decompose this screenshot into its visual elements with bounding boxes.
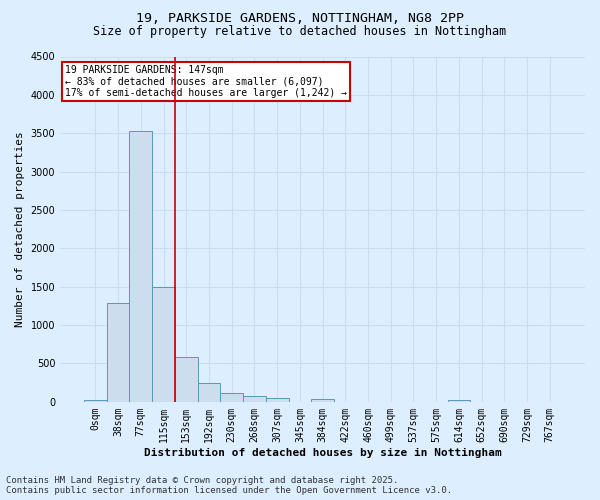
Bar [175, 356, 197, 402]
Bar [152, 288, 175, 402]
Bar [84, 400, 107, 402]
Bar [220, 394, 243, 402]
Bar [311, 399, 334, 402]
Text: 19, PARKSIDE GARDENS, NOTTINGHAM, NG8 2PP: 19, PARKSIDE GARDENS, NOTTINGHAM, NG8 2P… [136, 12, 464, 26]
Bar [243, 396, 266, 402]
Bar [448, 400, 470, 402]
Text: Contains HM Land Registry data © Crown copyright and database right 2025.
Contai: Contains HM Land Registry data © Crown c… [6, 476, 452, 495]
Bar [130, 131, 152, 402]
Bar [107, 303, 130, 402]
X-axis label: Distribution of detached houses by size in Nottingham: Distribution of detached houses by size … [144, 448, 502, 458]
Bar [197, 384, 220, 402]
Text: Size of property relative to detached houses in Nottingham: Size of property relative to detached ho… [94, 25, 506, 38]
Bar [266, 398, 289, 402]
Text: 19 PARKSIDE GARDENS: 147sqm
← 83% of detached houses are smaller (6,097)
17% of : 19 PARKSIDE GARDENS: 147sqm ← 83% of det… [65, 65, 347, 98]
Y-axis label: Number of detached properties: Number of detached properties [15, 132, 25, 327]
